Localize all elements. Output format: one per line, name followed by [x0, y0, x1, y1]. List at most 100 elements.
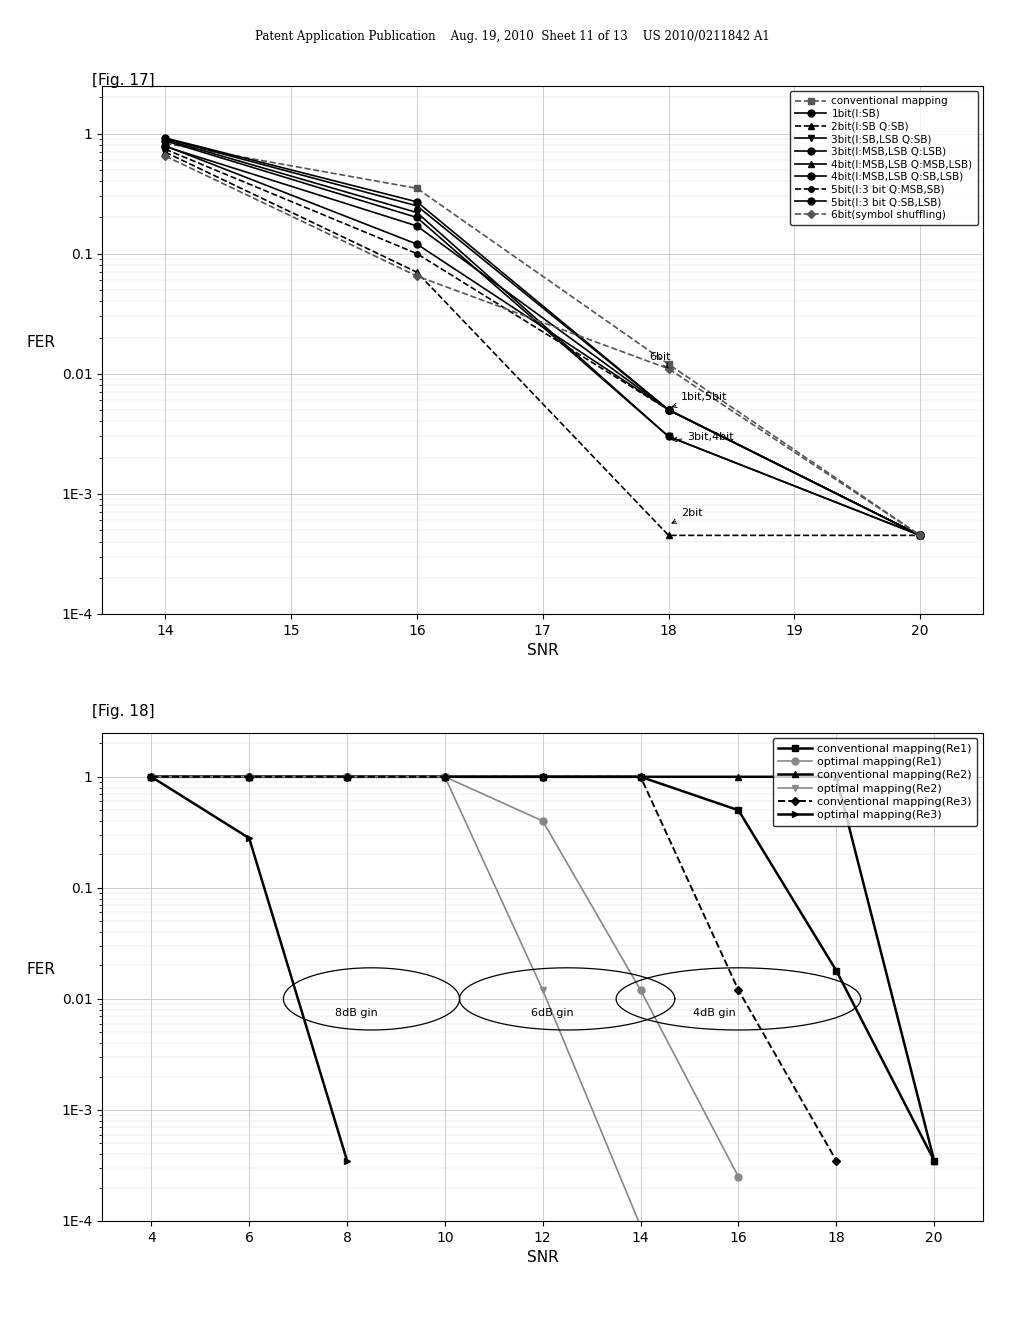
2bit(I:SB Q:SB): [663, 528, 675, 544]
Line: 1bit(I:SB): 1bit(I:SB): [162, 143, 924, 539]
Legend: conventional mapping(Re1), optimal mapping(Re1), conventional mapping(Re2), opti: conventional mapping(Re1), optimal mappi…: [773, 738, 978, 826]
5bit(I:3 bit Q:SB,LSB): [914, 528, 927, 544]
4bit(I:MSB,LSB Q:MSB,LSB): [159, 131, 171, 147]
Line: optimal mapping(Re3): optimal mapping(Re3): [147, 774, 350, 1164]
X-axis label: SNR: SNR: [526, 643, 559, 659]
Text: 4dB gin: 4dB gin: [692, 1008, 735, 1018]
4bit(I:MSB,LSB Q:SB,LSB): [663, 401, 675, 417]
conventional mapping(Re3): [732, 982, 744, 998]
conventional mapping(Re1): [341, 768, 353, 784]
conventional mapping(Re3): [537, 768, 549, 784]
conventional mapping(Re3): [438, 768, 451, 784]
Line: 4bit(I:MSB,LSB Q:SB,LSB): 4bit(I:MSB,LSB Q:SB,LSB): [162, 135, 924, 539]
conventional mapping(Re3): [830, 1152, 843, 1168]
1bit(I:SB): [914, 528, 927, 544]
conventional mapping: [411, 181, 423, 197]
Legend: conventional mapping, 1bit(I:SB), 2bit(I:SB Q:SB), 3bit(I:SB,LSB Q:SB), 3bit(I:M: conventional mapping, 1bit(I:SB), 2bit(I…: [790, 91, 978, 224]
Line: conventional mapping(Re3): conventional mapping(Re3): [148, 774, 839, 1163]
4bit(I:MSB,LSB Q:MSB,LSB): [663, 401, 675, 417]
Text: 3bit,4bit: 3bit,4bit: [673, 432, 734, 442]
4bit(I:MSB,LSB Q:SB,LSB): [159, 129, 171, 145]
optimal mapping(Re1): [438, 768, 451, 784]
conventional mapping(Re3): [145, 768, 158, 784]
Line: conventional mapping: conventional mapping: [162, 140, 924, 539]
5bit(I:3 bit Q:MSB,SB): [411, 246, 423, 261]
6bit(symbol shuffling): [914, 528, 927, 544]
optimal mapping(Re1): [341, 768, 353, 784]
5bit(I:3 bit Q:SB,LSB): [411, 236, 423, 252]
optimal mapping(Re3): [145, 768, 158, 784]
X-axis label: SNR: SNR: [526, 1250, 559, 1266]
conventional mapping(Re3): [635, 768, 647, 784]
3bit(I:MSB,LSB Q:LSB): [914, 528, 927, 544]
Line: conventional mapping(Re2): conventional mapping(Re2): [147, 774, 938, 1164]
5bit(I:3 bit Q:SB,LSB): [663, 401, 675, 417]
conventional mapping(Re2): [438, 768, 451, 784]
Line: 2bit(I:SB Q:SB): 2bit(I:SB Q:SB): [162, 149, 924, 539]
3bit(I:MSB,LSB Q:LSB): [663, 429, 675, 445]
Text: 6dB gin: 6dB gin: [531, 1008, 573, 1018]
3bit(I:MSB,LSB Q:LSB): [411, 210, 423, 226]
6bit(symbol shuffling): [663, 360, 675, 376]
conventional mapping: [663, 356, 675, 372]
conventional mapping(Re1): [928, 1152, 940, 1168]
Y-axis label: FER: FER: [27, 962, 55, 977]
conventional mapping(Re2): [830, 768, 843, 784]
conventional mapping(Re2): [732, 768, 744, 784]
optimal mapping(Re2): [341, 768, 353, 784]
4bit(I:MSB,LSB Q:SB,LSB): [914, 528, 927, 544]
optimal mapping(Re1): [537, 813, 549, 829]
optimal mapping(Re3): [243, 830, 255, 846]
optimal mapping(Re1): [732, 1170, 744, 1185]
Text: 8dB gin: 8dB gin: [336, 1008, 378, 1018]
optimal mapping(Re3): [341, 1152, 353, 1168]
Text: [Fig. 18]: [Fig. 18]: [92, 704, 155, 718]
conventional mapping: [159, 136, 171, 152]
Line: 5bit(I:3 bit Q:SB,LSB): 5bit(I:3 bit Q:SB,LSB): [162, 143, 924, 539]
conventional mapping(Re2): [243, 768, 255, 784]
5bit(I:3 bit Q:MSB,SB): [663, 401, 675, 417]
3bit(I:SB,LSB Q:SB): [159, 132, 171, 148]
3bit(I:SB,LSB Q:SB): [663, 429, 675, 445]
1bit(I:SB): [663, 401, 675, 417]
4bit(I:MSB,LSB Q:SB,LSB): [411, 194, 423, 210]
Text: [Fig. 17]: [Fig. 17]: [92, 73, 155, 87]
Line: 6bit(symbol shuffling): 6bit(symbol shuffling): [163, 153, 923, 539]
Text: Patent Application Publication    Aug. 19, 2010  Sheet 11 of 13    US 2010/02118: Patent Application Publication Aug. 19, …: [255, 30, 769, 44]
optimal mapping(Re2): [438, 768, 451, 784]
optimal mapping(Re1): [243, 768, 255, 784]
conventional mapping(Re2): [635, 768, 647, 784]
optimal mapping(Re2): [635, 1218, 647, 1234]
2bit(I:SB Q:SB): [159, 144, 171, 160]
Line: 3bit(I:SB,LSB Q:SB): 3bit(I:SB,LSB Q:SB): [162, 136, 924, 539]
conventional mapping(Re1): [145, 768, 158, 784]
conventional mapping(Re3): [243, 768, 255, 784]
Line: 5bit(I:3 bit Q:MSB,SB): 5bit(I:3 bit Q:MSB,SB): [163, 147, 923, 539]
conventional mapping(Re2): [537, 768, 549, 784]
conventional mapping(Re2): [928, 1152, 940, 1168]
conventional mapping(Re2): [341, 768, 353, 784]
Line: 4bit(I:MSB,LSB Q:MSB,LSB): 4bit(I:MSB,LSB Q:MSB,LSB): [162, 135, 924, 539]
3bit(I:SB,LSB Q:SB): [914, 528, 927, 544]
conventional mapping(Re1): [635, 768, 647, 784]
2bit(I:SB Q:SB): [914, 528, 927, 544]
5bit(I:3 bit Q:MSB,SB): [159, 141, 171, 157]
conventional mapping(Re1): [537, 768, 549, 784]
conventional mapping(Re1): [243, 768, 255, 784]
1bit(I:SB): [159, 139, 171, 154]
6bit(symbol shuffling): [159, 148, 171, 164]
conventional mapping(Re1): [732, 803, 744, 818]
Line: 3bit(I:MSB,LSB Q:LSB): 3bit(I:MSB,LSB Q:LSB): [162, 137, 924, 539]
3bit(I:SB,LSB Q:SB): [411, 205, 423, 220]
conventional mapping(Re1): [438, 768, 451, 784]
optimal mapping(Re2): [145, 768, 158, 784]
Text: 2bit: 2bit: [672, 508, 702, 523]
4bit(I:MSB,LSB Q:MSB,LSB): [411, 198, 423, 214]
conventional mapping: [914, 528, 927, 544]
conventional mapping(Re3): [341, 768, 353, 784]
conventional mapping(Re2): [145, 768, 158, 784]
6bit(symbol shuffling): [411, 268, 423, 284]
1bit(I:SB): [411, 218, 423, 234]
optimal mapping(Re1): [145, 768, 158, 784]
Text: 6bit: 6bit: [649, 352, 671, 368]
